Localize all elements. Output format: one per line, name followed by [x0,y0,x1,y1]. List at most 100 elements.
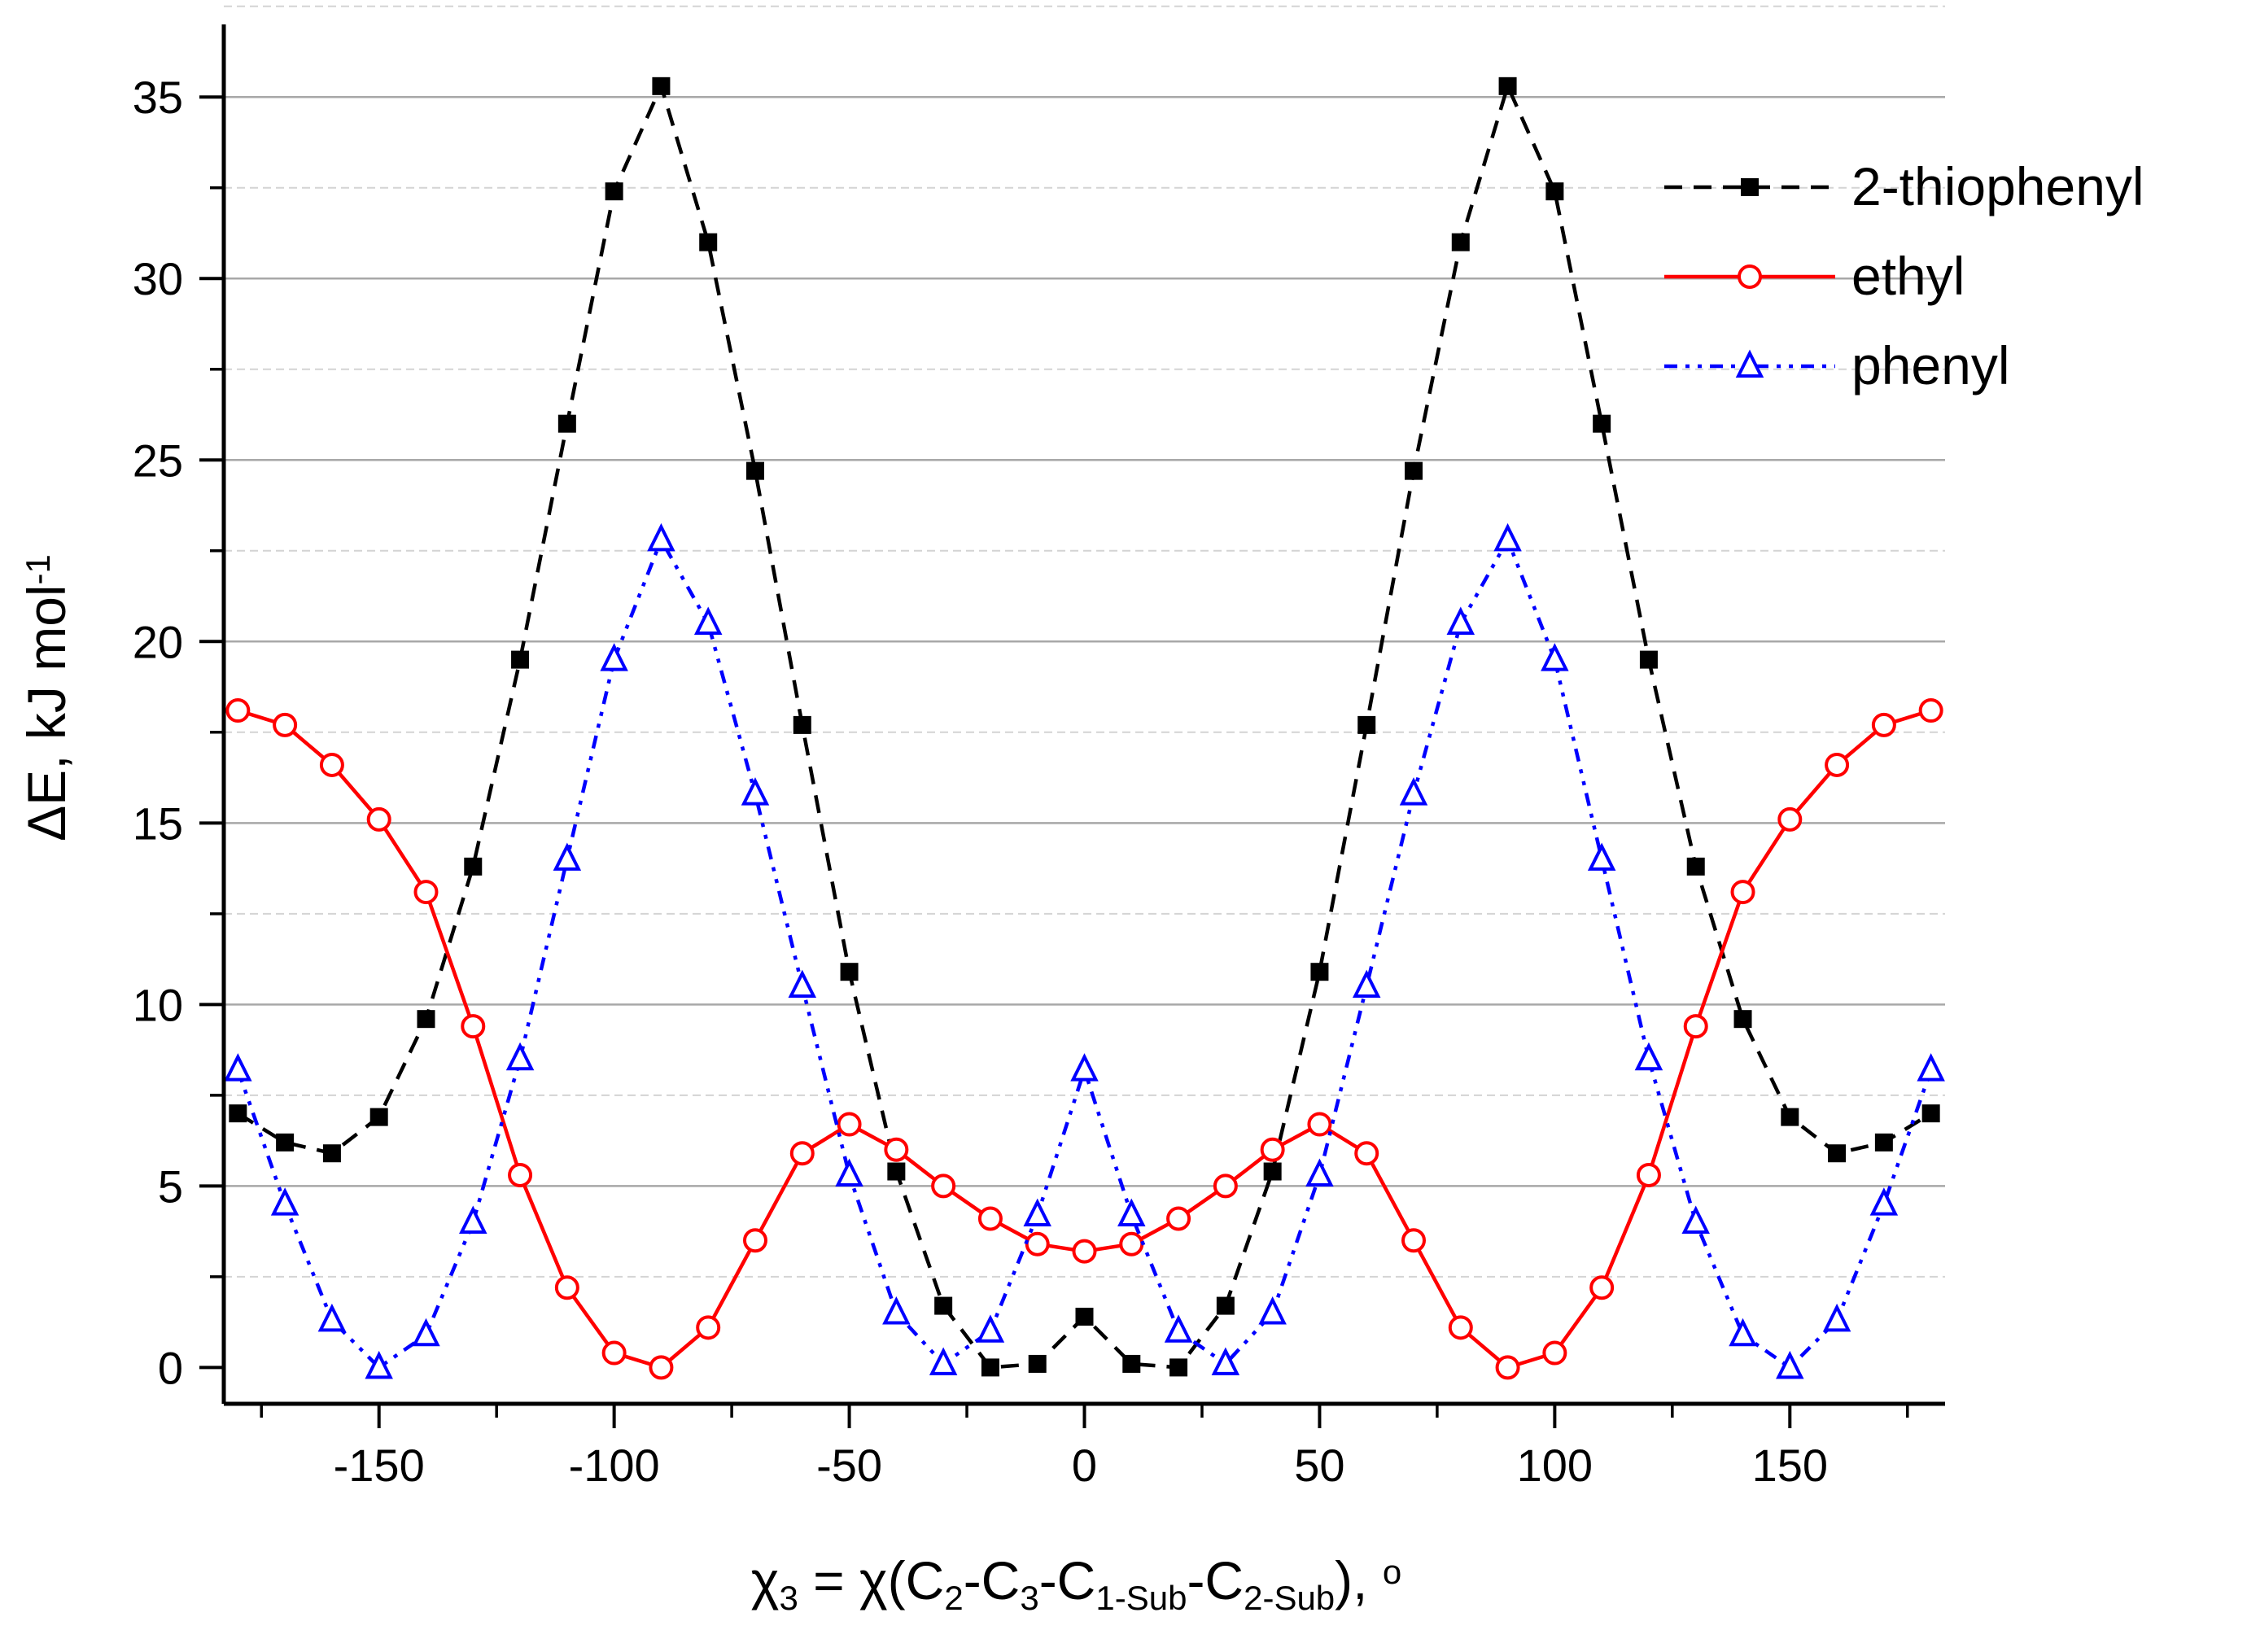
x-tick-label: 50 [1294,1440,1344,1491]
data-point-marker [1495,1355,1520,1380]
data-point-marker [1164,1314,1193,1343]
data-point-marker [1070,1053,1099,1082]
y-tick-label: 20 [133,616,183,667]
data-point-marker [652,76,671,95]
data-point-marker [1216,1296,1235,1315]
axis-title-part: 2-Sub [1244,1579,1335,1617]
data-point-marker [835,1158,863,1187]
data-point-marker [1305,1158,1334,1187]
data-point-marker [1117,1198,1146,1227]
axis-title-part: 1-Sub [1095,1579,1187,1617]
data-point-marker [317,1303,347,1332]
data-point-marker [1498,76,1517,95]
data-point-marker [1634,1042,1663,1071]
data-point-marker [1545,182,1564,201]
data-point-marker [1405,461,1423,480]
data-point-marker [837,1112,862,1137]
data-point-marker [1681,1205,1710,1234]
data-point-marker [605,182,623,201]
data-point-marker [929,1347,958,1375]
axis-title-part: 3 [1020,1579,1038,1617]
data-point-marker [696,1315,721,1340]
data-point-marker [229,1104,247,1123]
axis-title-part: o [1383,1553,1401,1591]
data-point-marker [742,1228,767,1253]
data-point-marker [1869,1187,1899,1216]
data-point-marker [366,806,391,832]
data-point-marker [1072,1239,1097,1264]
data-point-marker [276,1133,295,1152]
data-point-marker [647,522,675,552]
data-point-marker [1686,857,1705,876]
data-point-marker [1028,1354,1047,1373]
data-point-marker [1730,880,1755,905]
data-point-marker [1777,806,1803,832]
series-phenyl [224,522,1945,1379]
x-tick-label: -50 [816,1440,882,1491]
x-tick-label: 0 [1072,1440,1097,1491]
data-point-marker [788,969,817,999]
data-point-marker [1587,842,1616,871]
data-point-marker [884,1137,909,1162]
axis-title-part: χ [751,1550,780,1610]
x-axis-title: χ3 = χ(C2-C3-C1-Sub-C2-Sub), o [751,1550,1401,1617]
legend-label: 2-thiophenyl [1851,156,2144,216]
data-point-marker [1451,233,1470,251]
data-point-marker [1781,1108,1799,1126]
axis-title-part: -C [1187,1550,1244,1610]
data-point-marker [505,1042,535,1071]
data-point-marker [1122,1354,1141,1373]
data-point-marker [600,643,628,671]
data-point-marker [1354,1141,1379,1166]
y-tick-label: 15 [133,798,183,849]
data-point-marker [511,650,530,669]
data-point-marker [1636,1162,1661,1187]
data-point-marker [699,233,718,251]
y-tick-label: 10 [133,979,183,1030]
data-point-marker [1735,349,1764,378]
data-point-marker [1446,606,1475,635]
data-point-marker [1822,1303,1851,1332]
axis-title-part: 2 [944,1579,963,1617]
data-point-marker [1776,1350,1804,1379]
data-point-marker [793,715,811,734]
data-point-marker [322,1144,341,1163]
data-point-marker [417,1010,435,1029]
data-point-marker [1211,1347,1240,1375]
data-point-marker [412,1318,440,1347]
x-tick-label: -150 [334,1440,425,1491]
data-point-marker [931,1173,956,1199]
data-point-marker [508,1162,533,1187]
data-point-marker [224,1053,252,1082]
data-point-marker [1075,1307,1094,1326]
y-tick-label: 5 [158,1160,183,1212]
data-point-marker [1639,650,1658,669]
data-point-marker [1683,1014,1708,1039]
data-point-marker [1917,1053,1945,1082]
y-tick-label: 25 [133,435,183,486]
data-point-marker [981,1358,999,1377]
data-point-marker [459,1205,487,1234]
data-point-marker [1352,969,1381,999]
series-ethyl [225,698,1943,1380]
y-tick-label: 30 [133,253,183,304]
data-point-marker [1733,1010,1752,1029]
data-point-marker [789,1141,815,1166]
data-point-marker [1493,522,1522,552]
data-point-marker [1918,698,1943,723]
data-point-marker [319,752,344,777]
data-point-marker [1023,1198,1051,1227]
data-point-marker [934,1296,953,1315]
data-point-marker [1310,963,1329,981]
x-tick-label: -100 [569,1440,660,1491]
data-point-marker [1213,1173,1238,1199]
axis-title-part: -1 [19,554,57,584]
data-point-marker [1263,1162,1282,1181]
y-tick-label: 0 [158,1342,183,1393]
data-point-marker [270,1187,299,1216]
data-point-marker [1541,643,1569,671]
data-point-marker [1589,1275,1615,1300]
data-point-marker [1357,715,1376,734]
data-point-marker [977,1206,1003,1231]
